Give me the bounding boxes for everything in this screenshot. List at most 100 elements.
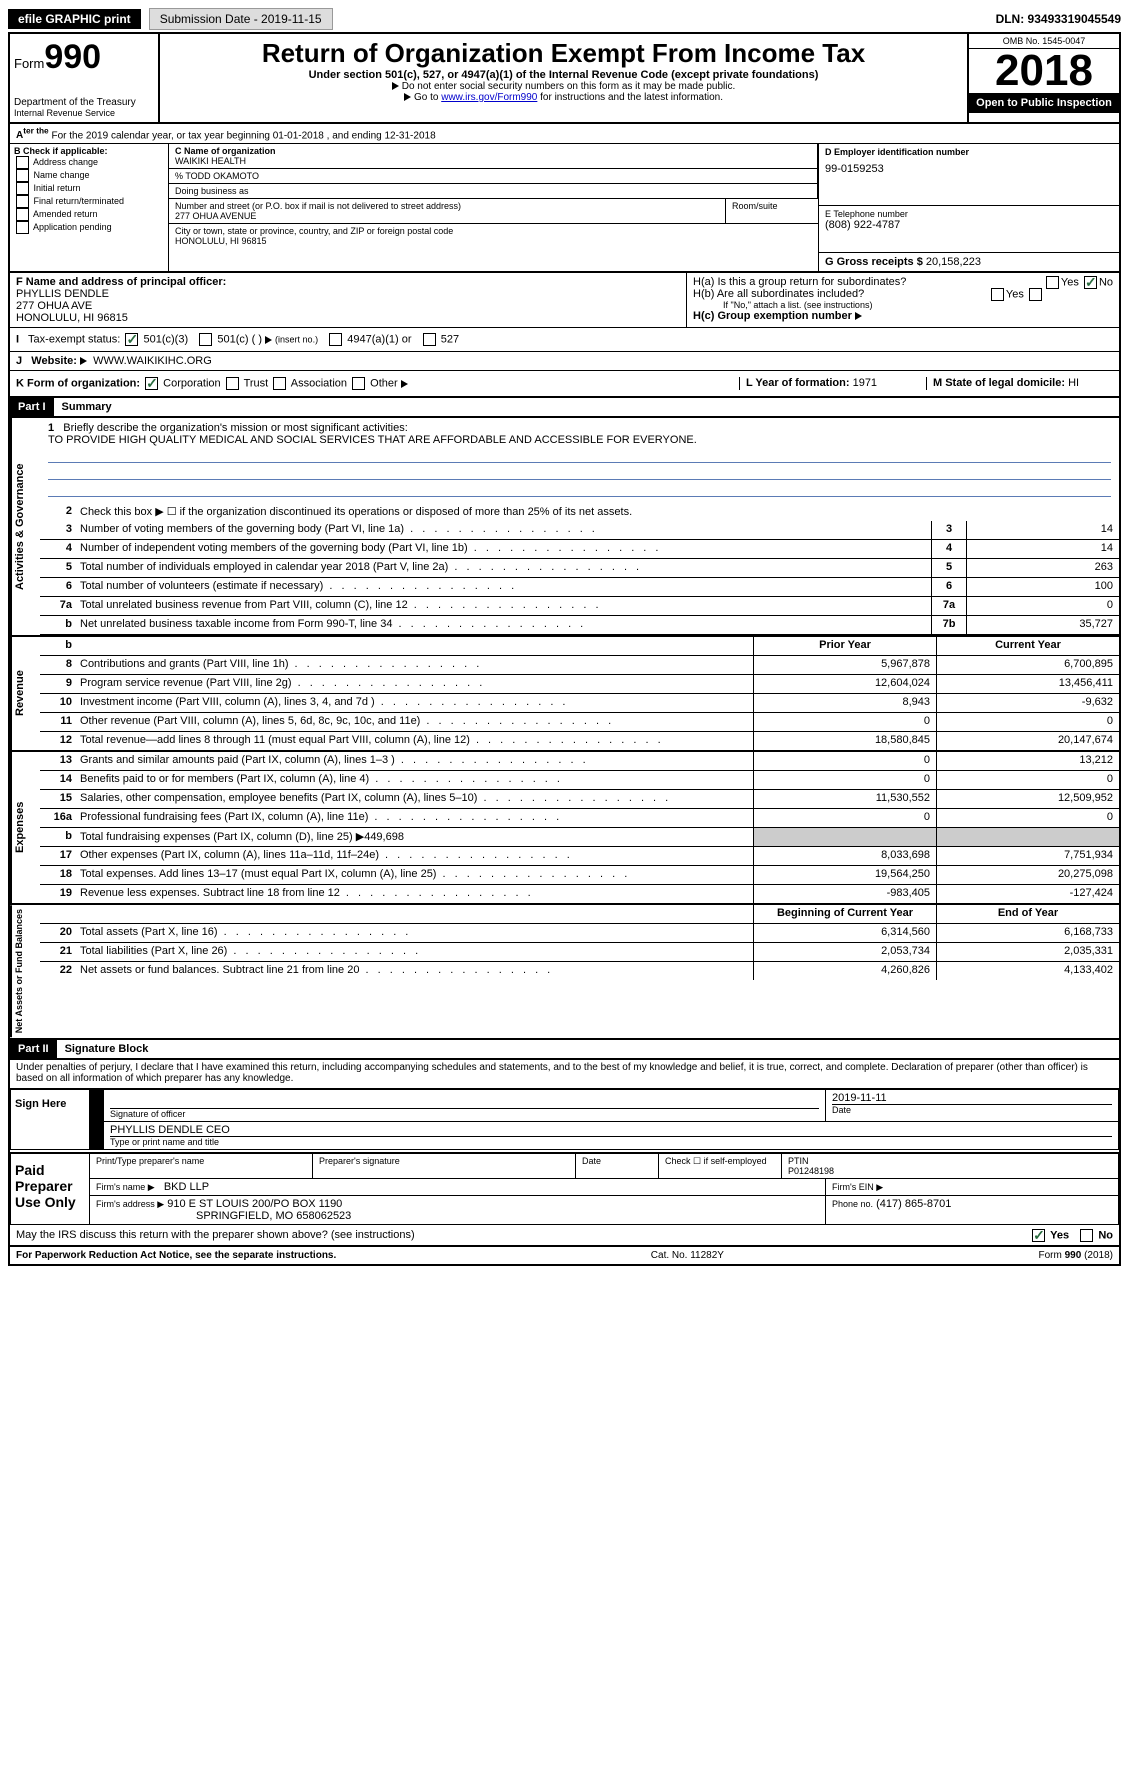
d-label: D Employer identification number	[825, 147, 969, 157]
f-label: F Name and address of principal officer:	[16, 276, 226, 288]
sig-date: 2019-11-11	[832, 1092, 1112, 1104]
checkbox-trust[interactable]	[226, 377, 239, 390]
row-num: 14	[40, 771, 76, 789]
efile-button[interactable]: efile GRAPHIC print	[8, 9, 141, 29]
phone-label: Phone no.	[832, 1199, 873, 1209]
org-name: WAIKIKI HEALTH	[175, 156, 811, 166]
checkbox-corporation[interactable]	[145, 377, 158, 390]
firm-ein-label: Firm's EIN ▶	[832, 1182, 883, 1192]
top-bar: efile GRAPHIC print Submission Date - 20…	[8, 8, 1121, 30]
checkbox-discuss-no[interactable]	[1080, 1229, 1093, 1242]
row-label: Salaries, other compensation, employee b…	[76, 790, 753, 808]
checkbox-hb-no[interactable]	[1029, 288, 1042, 301]
row-num: 7a	[40, 597, 76, 615]
b-opt: Final return/terminated	[34, 196, 125, 206]
row-value: 0	[966, 597, 1119, 615]
checkbox-ha-no[interactable]	[1084, 276, 1097, 289]
current-value: 4,133,402	[936, 962, 1119, 980]
checkbox-association[interactable]	[273, 377, 286, 390]
prior-value: 0	[753, 809, 936, 827]
row-label: Grants and similar amounts paid (Part IX…	[76, 752, 753, 770]
mission-text: TO PROVIDE HIGH QUALITY MEDICAL AND SOCI…	[48, 434, 697, 446]
checkbox-501c3[interactable]	[125, 333, 138, 346]
sign-here-section: Sign Here Signature of officer 2019-11-1…	[10, 1088, 1119, 1150]
paid-preparer-label: Paid Preparer Use Only	[11, 1154, 90, 1224]
irs-link[interactable]: www.irs.gov/Form990	[441, 92, 537, 103]
prior-value: 11,530,552	[753, 790, 936, 808]
footer-row: For Paperwork Reduction Act Notice, see …	[10, 1247, 1119, 1264]
b-opt: Address change	[33, 157, 98, 167]
arrow-icon	[404, 93, 411, 101]
footer-right: Form 990 (2018)	[1039, 1250, 1113, 1261]
form-number: 990	[44, 38, 101, 76]
discuss-text: May the IRS discuss this return with the…	[16, 1229, 415, 1241]
row-label: Net unrelated business taxable income fr…	[76, 616, 931, 634]
checkbox-4947[interactable]	[329, 333, 342, 346]
checkbox-hb-yes[interactable]	[991, 288, 1004, 301]
footer-left: For Paperwork Reduction Act Notice, see …	[16, 1250, 336, 1261]
l-label: L Year of formation:	[746, 377, 850, 389]
part2-title: Signature Block	[57, 1043, 149, 1055]
submission-date-button[interactable]: Submission Date - 2019-11-15	[149, 8, 333, 30]
preparer-phone: (417) 865-8701	[876, 1198, 951, 1210]
checkbox-final-return[interactable]	[16, 195, 29, 208]
part1-badge: Part I	[10, 398, 54, 416]
row-label: Total assets (Part X, line 16)	[76, 924, 753, 942]
section-j: J Website: WWW.WAIKIKIHC.ORG	[10, 352, 1119, 371]
b-opt: Initial return	[34, 183, 81, 193]
opt-501c3: 501(c)(3)	[144, 334, 189, 346]
prior-value: 0	[753, 752, 936, 770]
netassets-section: Net Assets or Fund Balances Beginning of…	[10, 905, 1119, 1039]
checkbox-ha-yes[interactable]	[1046, 276, 1059, 289]
revenue-section: Revenue b Prior Year Current Year 8 Cont…	[10, 637, 1119, 752]
section-i: I Tax-exempt status: 501(c)(3) 501(c) ( …	[10, 328, 1119, 351]
warning-text: Do not enter social security numbers on …	[402, 81, 735, 92]
prior-value: 8,033,698	[753, 847, 936, 865]
legal-domicile: HI	[1068, 377, 1079, 389]
current-value: 2,035,331	[936, 943, 1119, 961]
k-label: K Form of organization:	[16, 378, 140, 390]
row-label: Number of independent voting members of …	[76, 540, 931, 558]
checkbox-application-pending[interactable]	[16, 221, 29, 234]
checkbox-initial-return[interactable]	[16, 182, 29, 195]
officer-typed-name: PHYLLIS DENDLE CEO	[110, 1124, 1112, 1136]
row-label: Total revenue—add lines 8 through 11 (mu…	[76, 732, 753, 750]
ptin-label: PTIN	[788, 1156, 1112, 1166]
mission-line	[48, 465, 1111, 480]
city-state-zip: HONOLULU, HI 96815	[175, 236, 812, 246]
checkbox-discuss-yes[interactable]	[1032, 1229, 1045, 1242]
checkbox-address-change[interactable]	[16, 156, 29, 169]
section-f: F Name and address of principal officer:…	[10, 273, 687, 327]
row-num: 18	[40, 866, 76, 884]
year-formation: 1971	[853, 377, 877, 389]
row-label: Total unrelated business revenue from Pa…	[76, 597, 931, 615]
form-prefix: Form	[14, 56, 44, 71]
checkbox-527[interactable]	[423, 333, 436, 346]
checkbox-amended[interactable]	[16, 208, 29, 221]
row-box: 7a	[931, 597, 966, 615]
opt-527: 527	[441, 334, 459, 346]
row-box: 3	[931, 521, 966, 539]
hb-note: If "No," attach a list. (see instruction…	[693, 300, 1113, 310]
room-suite-label: Room/suite	[725, 199, 818, 223]
checkbox-501c[interactable]	[199, 333, 212, 346]
mission-line	[48, 448, 1111, 463]
k-opt: Association	[291, 378, 347, 390]
no-label: No	[1098, 1229, 1113, 1241]
row-num: 9	[40, 675, 76, 693]
j-label: Website:	[31, 355, 77, 367]
row-label: Total fundraising expenses (Part IX, col…	[76, 828, 753, 846]
current-value: 0	[936, 713, 1119, 731]
current-value: 13,212	[936, 752, 1119, 770]
checkbox-other[interactable]	[352, 377, 365, 390]
prior-value: 5,967,878	[753, 656, 936, 674]
footer-center: Cat. No. 11282Y	[651, 1250, 724, 1261]
checkbox-name-change[interactable]	[16, 169, 29, 182]
row-label: Number of voting members of the governin…	[76, 521, 931, 539]
current-value: 13,456,411	[936, 675, 1119, 693]
paid-preparer-section: Paid Preparer Use Only Print/Type prepar…	[10, 1152, 1119, 1225]
section-b: B Check if applicable: Address change Na…	[10, 144, 169, 271]
line1-label: Briefly describe the organization's miss…	[63, 422, 407, 434]
dba-label: Doing business as	[175, 186, 249, 196]
sig-arrow-bar	[90, 1090, 104, 1121]
